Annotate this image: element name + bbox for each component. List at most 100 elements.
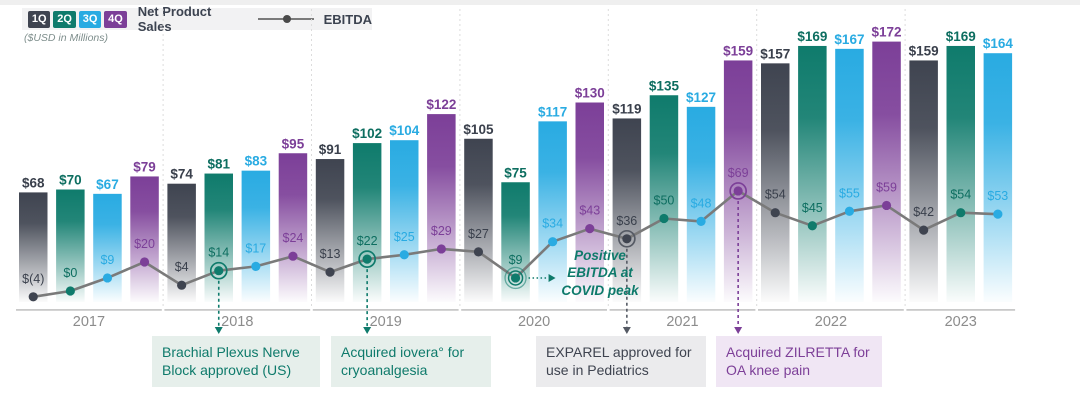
highlight-ring xyxy=(617,229,636,248)
bar-2020-2q xyxy=(501,182,530,302)
bar-2019-4q xyxy=(427,114,456,302)
bar-value-label: $130 xyxy=(575,86,605,101)
bar-value-label: $119 xyxy=(612,101,641,116)
bar-value-label: $70 xyxy=(59,173,82,188)
callout-brachial-plexus: Brachial Plexus Nerve Block approved (US… xyxy=(152,336,320,387)
ebitda-value-label: $27 xyxy=(468,227,489,241)
ebitda-point-2020-2q xyxy=(510,273,521,283)
ebitda-value-label: $54 xyxy=(950,188,971,202)
covid-highlight-ring-outer xyxy=(504,266,527,290)
bar-2017-4q xyxy=(130,176,159,302)
ebitda-value-label: $9 xyxy=(100,253,114,267)
covid-highlight-ring-inner xyxy=(507,270,524,286)
bar-value-label: $172 xyxy=(872,25,902,40)
year-axis-line xyxy=(164,309,311,311)
bar-2017-2q xyxy=(56,189,85,302)
ebitda-value-label: $48 xyxy=(691,196,712,210)
bar-value-label: $159 xyxy=(909,43,939,58)
year-axis-line xyxy=(609,309,756,311)
bar-2021-3q xyxy=(686,106,716,302)
ebitda-point-2017-2q xyxy=(65,286,75,296)
covid-arrowhead-icon xyxy=(548,273,556,282)
ebitda-point-2020-4q xyxy=(585,224,595,234)
bar-value-label: $81 xyxy=(207,157,230,172)
bar-value-label: $169 xyxy=(797,29,827,44)
bar-2020-4q xyxy=(575,102,604,302)
ebitda-value-label: $55 xyxy=(839,186,860,200)
ebitda-point-2021-4q xyxy=(733,186,743,196)
callout-arrowhead-icon xyxy=(734,327,743,334)
ebitda-point-2019-3q xyxy=(399,250,409,260)
ebitda-point-2017-3q xyxy=(102,273,113,283)
highlight-ring xyxy=(358,250,376,268)
bar-value-label: $75 xyxy=(504,165,527,180)
bar-value-label: $74 xyxy=(170,167,193,182)
ebitda-value-label: $22 xyxy=(357,234,378,248)
ebitda-point-2023-1q xyxy=(919,225,929,235)
ebitda-point-2019-4q xyxy=(436,244,446,254)
bar-2021-4q xyxy=(723,60,753,303)
bar-value-label: $91 xyxy=(319,142,342,157)
ebitda-value-label: $53 xyxy=(987,189,1008,203)
ebitda-point-2021-2q xyxy=(659,213,669,224)
ebitda-point-2017-1q xyxy=(28,292,38,302)
ebitda-value-label: $0 xyxy=(63,266,77,280)
legend-line-label: EBITDA xyxy=(323,11,373,27)
ebitda-value-label: $(4) xyxy=(22,272,44,286)
legend-chip-1q: 1Q xyxy=(28,10,51,28)
ebitda-value-label: $14 xyxy=(208,246,229,260)
bar-2023-1q xyxy=(909,60,938,303)
bar-2021-1q xyxy=(612,118,642,302)
ebitda-value-label: $24 xyxy=(283,231,304,245)
bar-2018-2q xyxy=(204,173,233,302)
covid-peak-annotation: Positive EBITDA at COVID peak xyxy=(561,248,639,298)
ebitda-value-label: $59 xyxy=(876,180,897,194)
bar-value-label: $95 xyxy=(282,136,305,151)
bar-2019-1q xyxy=(315,159,345,302)
ebitda-value-label: $42 xyxy=(913,205,934,219)
bar-2019-3q xyxy=(390,140,419,302)
year-axis-line xyxy=(16,309,162,311)
bar-value-label: $127 xyxy=(686,90,716,105)
ebitda-line-glyph-icon xyxy=(257,15,314,23)
year-axis-line xyxy=(461,309,607,311)
bar-2023-2q xyxy=(946,45,975,302)
ebitda-value-label: $20 xyxy=(134,237,155,251)
bar-2017-1q xyxy=(19,192,48,302)
ebitda-point-2021-3q xyxy=(696,216,706,226)
bar-2022-1q xyxy=(761,63,790,302)
ebitda-point-2018-2q xyxy=(214,266,224,276)
ebitda-point-2019-2q xyxy=(362,254,372,264)
bar-2018-4q xyxy=(278,153,308,302)
bar-value-label: $117 xyxy=(538,104,567,119)
ebitda-point-2020-3q xyxy=(548,237,558,247)
ebitda-point-2018-3q xyxy=(251,261,261,271)
ebitda-value-label: $17 xyxy=(245,241,266,255)
bar-value-label: $68 xyxy=(22,175,45,190)
legend-chip-2q: 2Q xyxy=(53,10,76,28)
callout-exparel: EXPAREL approved for use in Pediatrics xyxy=(536,336,706,387)
ebitda-point-2018-4q xyxy=(288,251,298,261)
bar-2022-2q xyxy=(798,45,827,302)
ebitda-value-label: $36 xyxy=(616,214,637,228)
bar-value-label: $157 xyxy=(760,46,790,61)
year-label: 2023 xyxy=(945,314,977,330)
ebitda-point-2022-2q xyxy=(807,221,817,231)
ebitda-point-2019-1q xyxy=(325,267,335,277)
bar-value-label: $135 xyxy=(649,78,680,93)
ebitda-point-2021-1q xyxy=(622,234,632,244)
ebitda-value-label: $4 xyxy=(175,260,189,274)
ebitda-value-label: $43 xyxy=(579,204,600,218)
year-axis-line xyxy=(758,309,904,311)
year-label: 2017 xyxy=(73,314,105,330)
bar-2017-3q xyxy=(93,193,122,302)
bar-value-label: $167 xyxy=(834,32,864,47)
ebitda-point-2017-4q xyxy=(139,257,150,267)
ebitda-value-label: $13 xyxy=(320,247,341,261)
bar-value-label: $159 xyxy=(723,43,753,58)
bar-2020-1q xyxy=(464,138,493,302)
highlight-ring xyxy=(209,261,228,280)
bar-value-label: $104 xyxy=(389,123,420,138)
bar-value-label: $164 xyxy=(983,36,1014,51)
